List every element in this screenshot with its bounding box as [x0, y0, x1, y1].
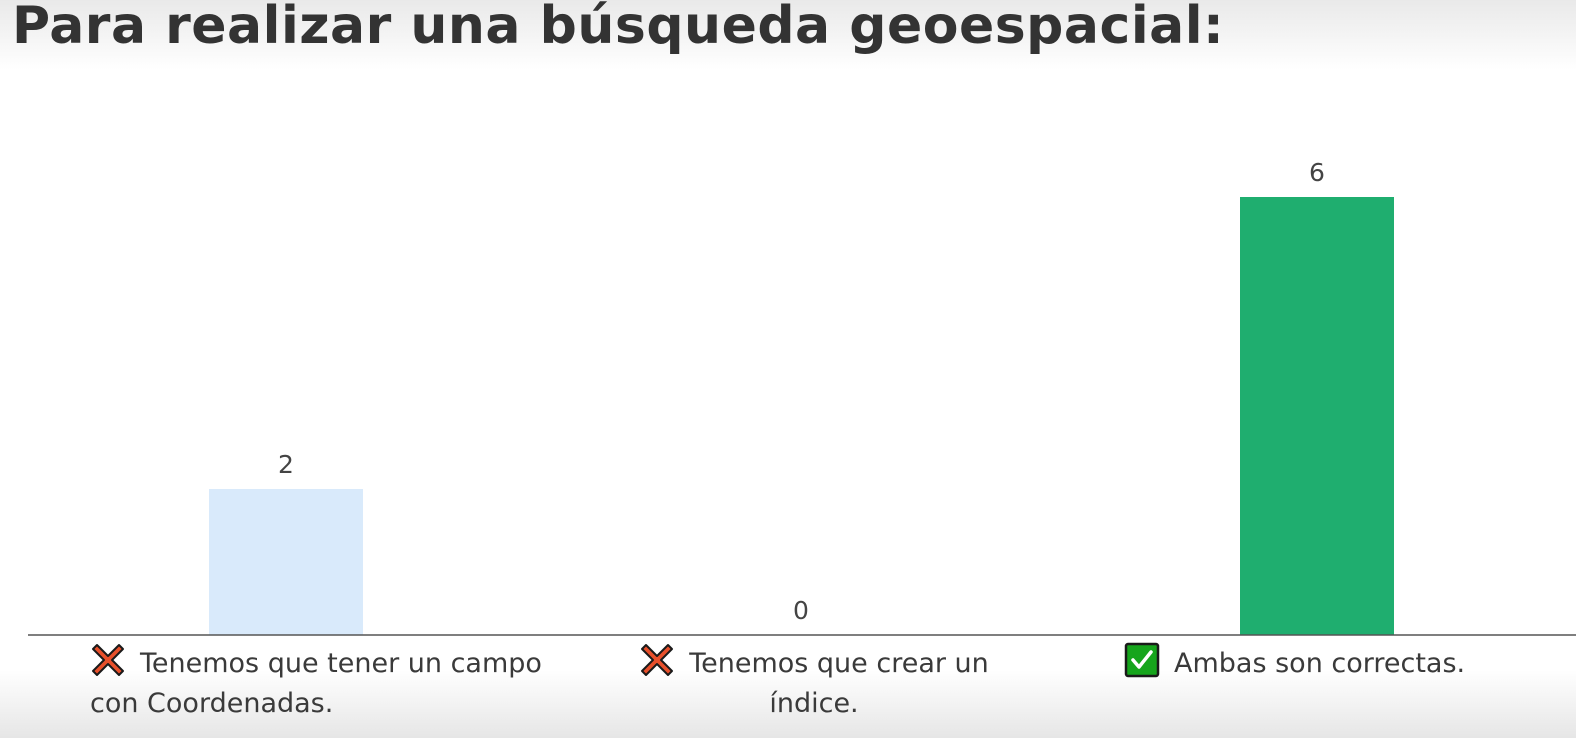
- category-label-2: Ambas son correctas.: [1124, 642, 1564, 684]
- category-label-1: Tenemos que crear un índice.: [604, 642, 1024, 724]
- value-label-1: 0: [793, 596, 809, 625]
- cross-mark-icon: [639, 642, 675, 678]
- category-text-2: Ambas son correctas.: [1174, 648, 1465, 679]
- cross-mark-icon: [90, 642, 126, 678]
- bars-group: [209, 197, 1394, 635]
- value-labels-group: 2 0 6: [278, 158, 1325, 625]
- category-label-0: Tenemos que tener un campo con Coordenad…: [90, 642, 550, 724]
- check-mark-icon: [1124, 642, 1160, 678]
- value-label-2: 6: [1309, 158, 1325, 187]
- bar-2: [1240, 197, 1394, 635]
- bar-0: [209, 489, 363, 635]
- value-label-0: 2: [278, 450, 294, 479]
- category-text-1: Tenemos que crear un índice.: [689, 648, 989, 719]
- category-text-0: Tenemos que tener un campo con Coordenad…: [90, 648, 542, 719]
